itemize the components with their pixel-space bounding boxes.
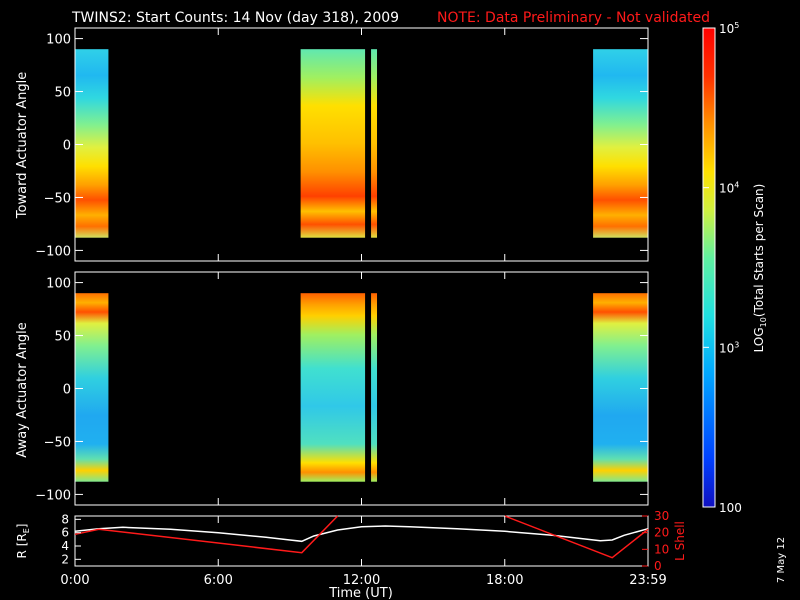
heatmap-block	[300, 293, 366, 482]
r-tick-label: 2	[61, 552, 69, 566]
chart-title: TWINS2: Start Counts: 14 Nov (day 318), …	[71, 10, 399, 26]
colorbar-tick-label: 103	[719, 340, 739, 355]
toward-y-ticks: 100 50 0 −50 −100	[35, 33, 648, 259]
y-tick-label: 100	[46, 277, 71, 292]
colorbar-ticks: 105 104 103 100	[703, 21, 742, 515]
x-tick-label: 12:00	[343, 573, 380, 588]
y-tick-label: −50	[44, 191, 71, 206]
r-axis-label-sub: E	[22, 528, 31, 533]
lshell-tick-label: 0	[654, 559, 662, 573]
x-tick-label: 18:00	[486, 573, 523, 588]
y-tick-label: 50	[54, 330, 71, 345]
r-axis-label: R [RE]	[15, 524, 31, 559]
away-angle-panel: 100 50 0 −50 −100 Away Actuator Angle	[15, 271, 649, 506]
toward-heatmap	[75, 49, 648, 238]
colorbar-gradient	[703, 28, 715, 507]
r-line	[74, 525, 649, 543]
y-tick-label: 0	[63, 139, 71, 154]
x-tick-label: 23:59	[629, 573, 666, 588]
colorbar-tick-label: 104	[719, 181, 739, 196]
heatmap-block	[593, 293, 648, 482]
y-tick-label: −100	[35, 488, 71, 503]
heatmap-block	[371, 293, 378, 482]
away-heatmap	[75, 293, 648, 482]
xlabel: Time (UT)	[328, 586, 393, 600]
y-tick-label: 100	[46, 33, 71, 48]
r-tick-label: 6	[61, 526, 69, 540]
y-tick-label: −100	[35, 244, 71, 259]
colorbar-label-sub: 10	[759, 317, 768, 327]
x-tick-label: 0:00	[60, 573, 89, 588]
r-tick-label: 8	[61, 512, 69, 526]
colorbar-label: LOG10(Total Starts per Scan)	[752, 184, 768, 353]
y-tick-label: −50	[44, 435, 71, 450]
colorbar-tick-exponent: 3	[734, 340, 739, 349]
x-tick-label: 6:00	[204, 573, 233, 588]
heatmap-block	[75, 293, 109, 482]
heatmap-block	[75, 49, 109, 238]
r-axis-label-end: ]	[15, 524, 29, 529]
colorbar-label-end: (Total Starts per Scan)	[752, 184, 766, 318]
preliminary-note: NOTE: Data Preliminary - Not validated	[437, 10, 710, 26]
colorbar-tick-exponent: 5	[734, 21, 739, 30]
y-tick-label: 0	[63, 383, 71, 398]
colorbar-tick-label: 100	[719, 501, 742, 515]
heatmap-block	[371, 49, 378, 238]
lshell-tick-label: 20	[654, 526, 669, 540]
colorbar-tick-exponent: 4	[734, 181, 739, 190]
lshell-tick-label: 10	[654, 542, 669, 556]
colorbar-tick-label: 105	[719, 21, 739, 36]
heatmap-block	[300, 49, 366, 238]
lshell-line	[74, 515, 649, 559]
away-y-ticks: 100 50 0 −50 −100	[35, 277, 648, 503]
heatmap-block	[593, 49, 648, 238]
orbit-lines	[74, 515, 649, 559]
away-ylabel: Away Actuator Angle	[15, 322, 30, 457]
toward-angle-panel: 100 50 0 −50 −100 Toward Actuator Angle	[15, 27, 649, 262]
date-stamp: 7 May 12	[776, 537, 787, 583]
orbit-panel-frame	[74, 515, 649, 567]
lshell-axis-label: L Shell	[673, 521, 687, 561]
lshell-tick-label: 30	[654, 509, 669, 523]
r-tick-label: 4	[61, 539, 69, 553]
toward-ylabel: Toward Actuator Angle	[15, 72, 30, 219]
y-tick-label: 50	[54, 86, 71, 101]
